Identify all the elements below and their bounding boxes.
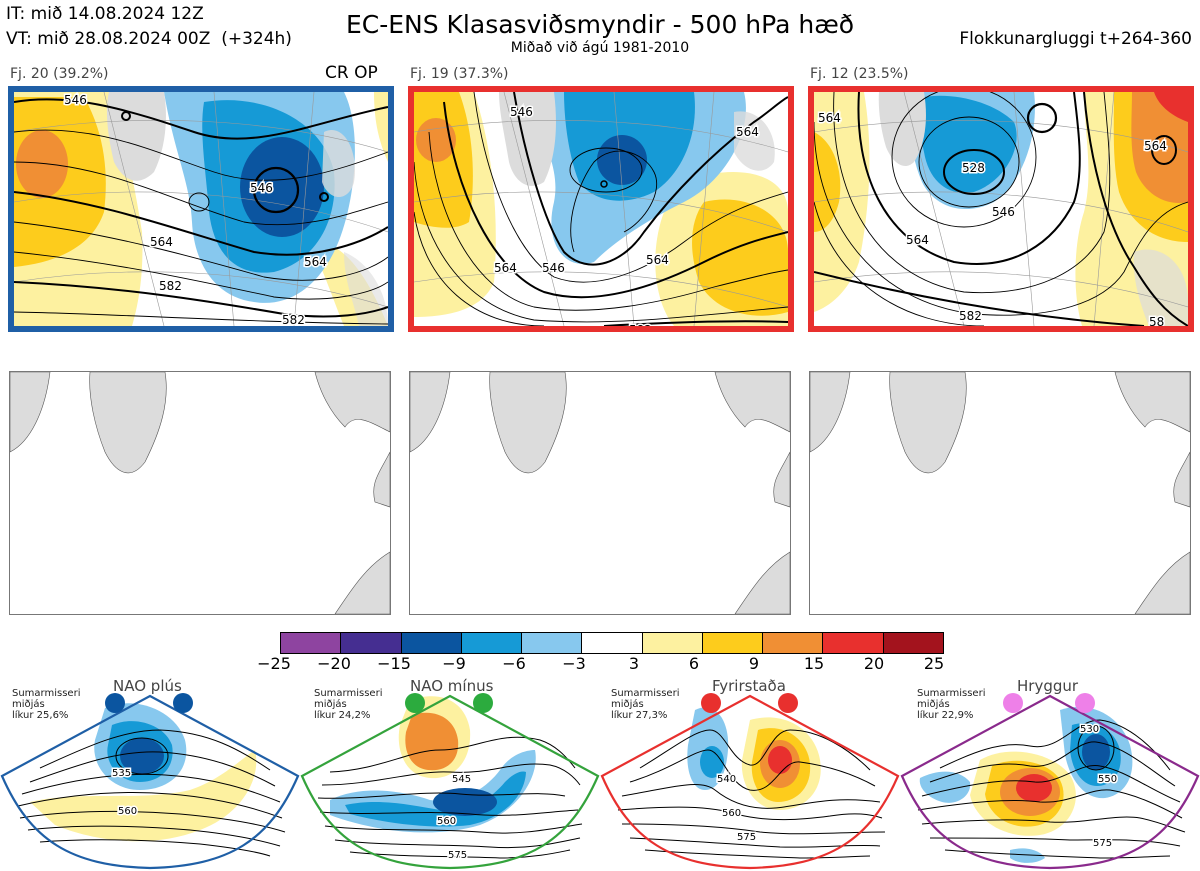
contour-label: 575 <box>737 832 756 843</box>
colorbar-swatch <box>701 633 763 653</box>
contour-label: 546 <box>250 181 273 195</box>
colorbar-tick-label: 20 <box>863 654 885 673</box>
contour-label: 535 <box>112 768 131 779</box>
cluster-2-label: Fj. 19 (37.3%) <box>410 66 509 82</box>
contour-label: 564 <box>150 235 173 249</box>
contour-label: 582 <box>629 323 652 326</box>
contour-label: 545 <box>452 774 471 785</box>
contour-label: 564 <box>494 261 517 275</box>
colorbar-tick-label: −20 <box>317 654 351 673</box>
colorbar-tick-label: −6 <box>502 654 526 673</box>
regime-3-marker <box>701 693 721 713</box>
cluster-3-map[interactable]: 564 528 546 564 564 582 58 <box>808 86 1194 332</box>
regime-1-map[interactable]: 535 560 <box>0 690 300 871</box>
contour-label: 546 <box>992 205 1015 219</box>
contour-label: 582 <box>282 313 305 326</box>
colorbar-swatch <box>822 633 883 653</box>
initial-time: IT: mið 14.08.2024 12Z <box>6 4 204 24</box>
page-title: EC-ENS Klasasviðsmyndir - 500 hPa hæð <box>345 10 855 39</box>
regime-3-desc: Sumarmisseri miðjás líkur 27,3% <box>611 688 680 721</box>
colorbar-swatch <box>762 633 823 653</box>
contour-label: 540 <box>717 774 736 785</box>
regime-3-name: Fyrirstaða <box>712 677 786 695</box>
contour-label: 528 <box>962 161 985 175</box>
colorbar-tick-label: 6 <box>688 654 700 673</box>
valid-time: VT: mið 28.08.2024 00Z (+324h) <box>6 29 292 49</box>
empty-basemap-2 <box>409 371 791 615</box>
contour-label: 550 <box>1098 774 1117 785</box>
contour-label: 530 <box>1080 724 1099 735</box>
cluster-1-label: Fj. 20 (39.2%) <box>10 66 109 82</box>
contour-label: 564 <box>646 253 669 267</box>
colorbar-tick-label: 25 <box>923 654 945 673</box>
contour-label: 564 <box>304 255 327 269</box>
contour-label: 564 <box>906 233 929 247</box>
climatology-subtitle: Miðað við ágú 1981-2010 <box>510 40 690 56</box>
contour-label: 575 <box>448 850 467 861</box>
colorbar-swatch <box>521 633 582 653</box>
anomaly-colorbar <box>280 632 944 654</box>
colorbar-swatch <box>281 633 341 653</box>
regime-2-desc: Sumarmisseri miðjás líkur 24,2% <box>314 688 383 721</box>
cluster-1-map[interactable]: 546 546 564 564 582 582 <box>8 86 394 332</box>
colorbar-tick-label: −3 <box>562 654 586 673</box>
colorbar-swatch <box>641 633 702 653</box>
contour-label: 58 <box>1149 315 1164 326</box>
contour-label: 575 <box>1093 838 1112 849</box>
colorbar-tick-label: 3 <box>628 654 640 673</box>
regime-2-name: NAO mínus <box>410 677 494 695</box>
regime-4-marker <box>1003 693 1023 713</box>
contour-label: 582 <box>159 279 182 293</box>
colorbar-swatch <box>340 633 401 653</box>
contour-label: 560 <box>118 806 137 817</box>
classification-window: Flokkunargluggi t+264-360 <box>959 29 1192 49</box>
contour-label: 564 <box>736 125 759 139</box>
regime-3-marker <box>778 693 798 713</box>
regime-1-marker <box>105 693 125 713</box>
colorbar-tick-label: 9 <box>748 654 760 673</box>
cluster-1-tag: CR OP <box>325 63 378 83</box>
cluster-2-map[interactable]: 546 546 564 564 564 582 582 <box>408 86 794 332</box>
regime-1-name: NAO plús <box>113 677 182 695</box>
colorbar-tick-label: −15 <box>377 654 411 673</box>
contour-label: 560 <box>437 816 456 827</box>
colorbar-tick-label: −9 <box>442 654 466 673</box>
regime-1-desc: Sumarmisseri miðjás líkur 25,6% <box>12 688 81 721</box>
contour-label: 546 <box>510 105 533 119</box>
colorbar-swatch <box>581 633 642 653</box>
contour-label: 546 <box>64 93 87 107</box>
colorbar-tick-label: −25 <box>257 654 291 673</box>
regime-3-map[interactable]: 540 560 575 <box>600 690 900 871</box>
contour-label: 546 <box>542 261 565 275</box>
regime-4-name: Hryggur <box>1017 677 1079 695</box>
colorbar-swatch <box>400 633 461 653</box>
contour-label: 582 <box>959 309 982 323</box>
colorbar-tick-label: 15 <box>803 654 825 673</box>
empty-basemap-1 <box>9 371 391 615</box>
regime-1-marker <box>173 693 193 713</box>
regime-2-map[interactable]: 545 560 575 <box>300 690 600 871</box>
regime-2-marker <box>405 693 425 713</box>
colorbar-swatch <box>460 633 522 653</box>
regime-4-marker <box>1075 693 1095 713</box>
regime-4-desc: Sumarmisseri miðjás líkur 22,9% <box>917 688 986 721</box>
cluster-3-label: Fj. 12 (23.5%) <box>810 66 909 82</box>
regime-4-map[interactable]: 530 550 575 <box>900 690 1200 871</box>
regime-2-marker <box>473 693 493 713</box>
contour-label: 564 <box>1144 139 1167 153</box>
colorbar-swatch <box>882 633 943 653</box>
contour-label: 564 <box>818 111 841 125</box>
contour-label: 560 <box>722 808 741 819</box>
empty-basemap-3 <box>809 371 1191 615</box>
